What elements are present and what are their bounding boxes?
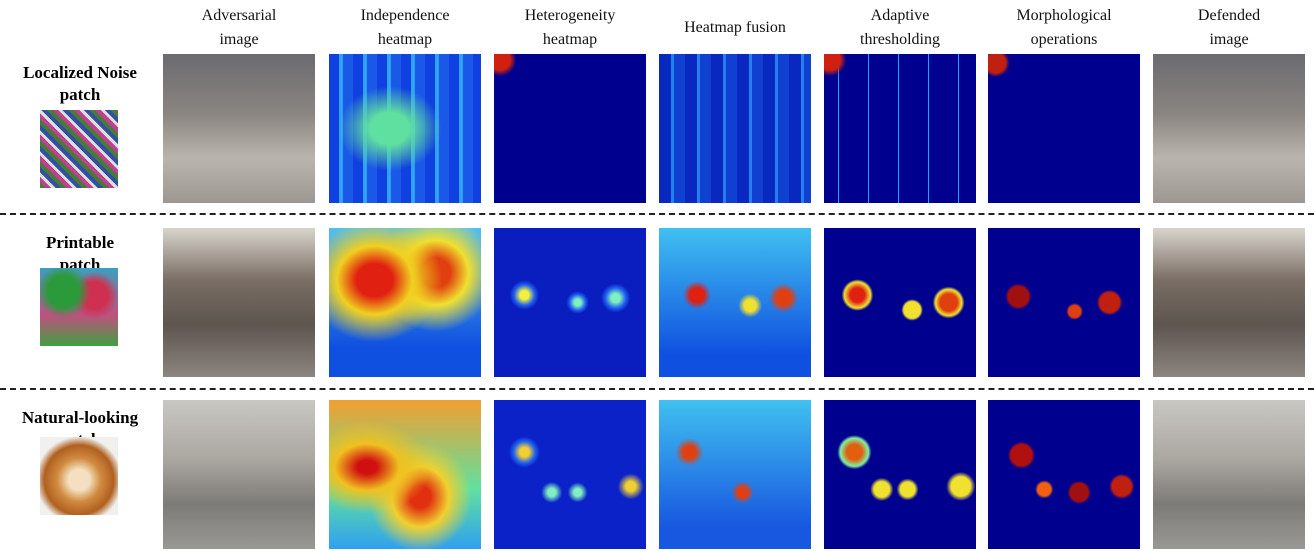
printable-patch	[40, 268, 118, 346]
heterogeneity-heatmap	[494, 54, 646, 203]
row-label-line: Localized Noise	[23, 63, 137, 82]
header-line: heatmap	[377, 31, 433, 48]
header-line: Independence	[360, 7, 450, 24]
defended-image	[1153, 228, 1305, 377]
adversarial-image	[163, 400, 315, 549]
fusion-heatmap	[659, 54, 811, 203]
fusion-heatmap	[659, 228, 811, 377]
header-line: image	[1209, 31, 1249, 48]
defended-image	[1153, 54, 1305, 203]
morphology-map	[988, 54, 1140, 203]
row-label-line: Printable	[46, 233, 114, 252]
header-line: image	[219, 31, 259, 48]
column-header: Morphological operations	[984, 4, 1144, 52]
header-line: Heatmap fusion	[684, 19, 786, 36]
fusion-heatmap	[659, 400, 811, 549]
independence-heatmap	[329, 228, 481, 377]
column-header: Adaptive thresholding	[820, 4, 980, 52]
noise-patch	[40, 110, 118, 188]
header-line: Adaptive	[870, 7, 930, 24]
column-header: Defended image	[1149, 4, 1309, 52]
morphology-map	[988, 400, 1140, 549]
header-line: heatmap	[542, 31, 598, 48]
heterogeneity-heatmap	[494, 228, 646, 377]
separator	[0, 388, 1314, 390]
defended-image	[1153, 400, 1305, 549]
threshold-map	[824, 54, 976, 203]
column-header: Adversarial image	[159, 4, 319, 52]
dog-patch	[40, 437, 118, 515]
row-label-line: patch	[59, 85, 101, 104]
header-line: Adversarial	[201, 7, 277, 24]
header-line: thresholding	[860, 31, 940, 48]
threshold-map	[824, 228, 976, 377]
row-label: Localized Noise patch	[0, 62, 160, 106]
header-line: Heterogeneity	[524, 7, 616, 24]
header-line: Morphological	[1016, 7, 1112, 24]
independence-heatmap	[329, 54, 481, 203]
adversarial-image	[163, 54, 315, 203]
adversarial-image	[163, 228, 315, 377]
separator	[0, 213, 1314, 215]
column-header: Heatmap fusion	[655, 16, 815, 40]
independence-heatmap	[329, 400, 481, 549]
column-header: Heterogeneity heatmap	[490, 4, 650, 52]
row-label-line: Natural-looking	[21, 408, 139, 427]
morphology-map	[988, 228, 1140, 377]
threshold-map	[824, 400, 976, 549]
heterogeneity-heatmap	[494, 400, 646, 549]
column-header: Independence heatmap	[325, 4, 485, 52]
header-line: Defended	[1197, 7, 1261, 24]
header-line: operations	[1030, 31, 1098, 48]
